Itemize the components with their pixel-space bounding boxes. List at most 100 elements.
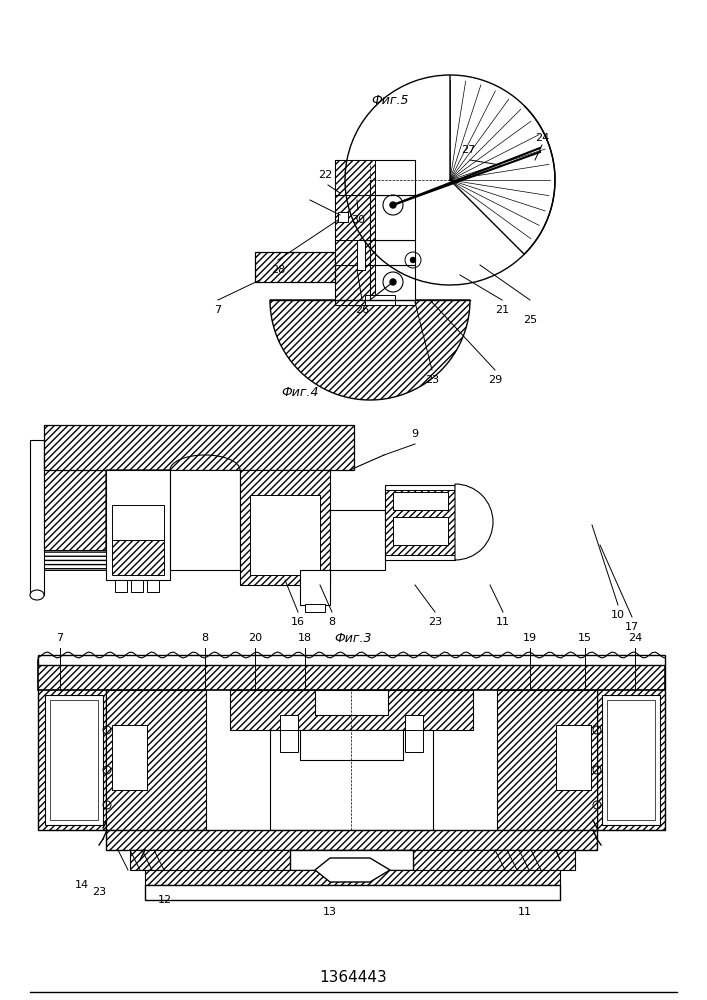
Bar: [112, 505, 164, 540]
Bar: [44, 550, 106, 570]
Text: 30: 30: [351, 215, 365, 225]
Text: 29: 29: [488, 375, 502, 385]
Text: 18: 18: [298, 633, 312, 643]
Bar: [607, 700, 655, 820]
Text: 8: 8: [201, 633, 209, 643]
Text: 25: 25: [523, 315, 537, 325]
Bar: [357, 235, 365, 270]
Text: 19: 19: [523, 633, 537, 643]
Text: 10: 10: [611, 610, 625, 620]
Text: 23: 23: [92, 887, 106, 897]
Ellipse shape: [30, 590, 44, 600]
Text: 14: 14: [75, 880, 89, 890]
Bar: [405, 730, 423, 752]
Bar: [335, 195, 375, 240]
Bar: [556, 725, 591, 790]
Bar: [365, 295, 395, 305]
Bar: [145, 885, 560, 900]
Bar: [130, 850, 575, 870]
Bar: [44, 455, 106, 550]
Bar: [131, 580, 143, 592]
Bar: [112, 725, 147, 790]
Text: 22: 22: [318, 170, 332, 180]
Bar: [385, 490, 455, 555]
Bar: [255, 252, 335, 282]
Bar: [300, 570, 330, 605]
Bar: [230, 690, 473, 730]
Bar: [335, 240, 375, 265]
Wedge shape: [455, 484, 493, 560]
Text: Фиг.3: Фиг.3: [334, 632, 372, 645]
Text: 27: 27: [461, 145, 475, 155]
Bar: [38, 655, 665, 665]
Text: 11: 11: [518, 907, 532, 917]
Bar: [335, 160, 375, 195]
Bar: [497, 690, 597, 830]
Bar: [38, 660, 665, 690]
Bar: [106, 690, 206, 830]
Bar: [147, 580, 159, 592]
Text: 1364443: 1364443: [319, 970, 387, 985]
Bar: [393, 517, 448, 545]
Bar: [38, 665, 106, 830]
Bar: [300, 730, 403, 760]
Bar: [30, 440, 44, 595]
Bar: [330, 510, 385, 570]
Polygon shape: [450, 75, 555, 254]
Polygon shape: [315, 858, 390, 882]
Bar: [315, 690, 388, 715]
Bar: [338, 212, 348, 222]
Bar: [45, 695, 103, 825]
Circle shape: [390, 202, 396, 208]
Text: 23: 23: [425, 375, 439, 385]
Polygon shape: [106, 470, 170, 550]
Bar: [112, 540, 164, 575]
Text: 23: 23: [428, 617, 442, 627]
Text: 24: 24: [535, 133, 549, 143]
Circle shape: [411, 257, 416, 262]
Bar: [50, 700, 98, 820]
Bar: [455, 490, 460, 554]
Bar: [335, 265, 375, 305]
Text: 20: 20: [248, 633, 262, 643]
Text: Фиг.5: Фиг.5: [371, 94, 409, 106]
Bar: [335, 160, 415, 195]
Text: 7: 7: [214, 305, 221, 315]
Text: 16: 16: [291, 617, 305, 627]
Bar: [385, 485, 455, 560]
Bar: [145, 870, 560, 885]
Text: 11: 11: [496, 617, 510, 627]
Bar: [106, 470, 170, 580]
Bar: [597, 665, 665, 830]
Text: 7: 7: [57, 633, 64, 643]
Text: 17: 17: [625, 622, 639, 632]
Bar: [250, 495, 320, 575]
Bar: [602, 695, 660, 825]
Text: 26: 26: [355, 305, 369, 315]
Bar: [115, 580, 127, 592]
Bar: [290, 850, 413, 870]
Text: 21: 21: [495, 305, 509, 315]
Bar: [305, 604, 325, 612]
Bar: [270, 730, 433, 830]
Bar: [335, 265, 415, 305]
Text: 15: 15: [578, 633, 592, 643]
Text: 24: 24: [628, 633, 642, 643]
Circle shape: [390, 279, 396, 285]
Bar: [393, 492, 448, 510]
Bar: [335, 195, 415, 240]
Bar: [255, 252, 335, 282]
Text: Фиг.4: Фиг.4: [281, 385, 319, 398]
Text: 12: 12: [158, 895, 172, 905]
Bar: [280, 730, 298, 752]
Text: 28: 28: [271, 265, 285, 275]
Bar: [44, 425, 354, 470]
Text: 9: 9: [411, 429, 419, 439]
Bar: [335, 240, 415, 265]
Bar: [240, 470, 330, 585]
Text: 8: 8: [329, 617, 336, 627]
Polygon shape: [270, 300, 470, 400]
Bar: [280, 715, 298, 730]
Bar: [170, 470, 240, 570]
Bar: [405, 715, 423, 730]
